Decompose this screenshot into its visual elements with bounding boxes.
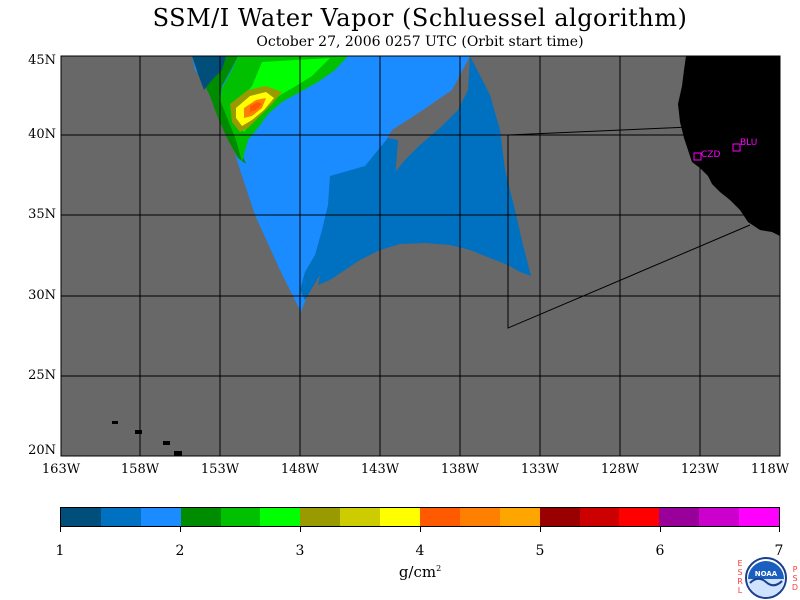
lat-label: 20N (28, 443, 56, 458)
lat-label: 45N (28, 53, 56, 68)
colorbar-swatch (699, 508, 740, 526)
swath-east-dark (318, 56, 531, 285)
lon-label: 148W (280, 462, 320, 477)
logo-letter: D (791, 583, 799, 592)
map-background (61, 56, 780, 456)
units-exponent: 2 (436, 564, 442, 573)
colorbar-label: 6 (655, 543, 665, 559)
station-czd: CZD (693, 150, 720, 161)
colorbar-tick (779, 526, 780, 532)
colorbar-swatch (739, 508, 780, 526)
colorbar-label: 2 (175, 543, 185, 559)
moisture-core-darkorange (250, 102, 262, 112)
lon-label: 143W (360, 462, 400, 477)
map-frame (60, 55, 781, 457)
lon-label: 123W (680, 462, 720, 477)
colorbar-tick (660, 526, 661, 532)
logo-letter: R (737, 577, 743, 586)
colorbar-label: 5 (535, 543, 545, 559)
graticule (61, 56, 780, 456)
station-marker (732, 143, 741, 152)
island-maui (163, 441, 170, 445)
lat-label: 30N (28, 288, 56, 303)
island-oahu (135, 430, 142, 434)
region-outline-top (507, 126, 691, 136)
colorbar-swatch (100, 508, 141, 526)
island-hawaii (174, 451, 182, 456)
lon-label: 158W (120, 462, 160, 477)
lon-label: 128W (600, 462, 640, 477)
map-title: SSM/I Water Vapor (Schluessel algorithm) (152, 4, 688, 32)
colorbar-tick (540, 526, 541, 532)
region-outline (507, 135, 751, 329)
station-blu: BLU (732, 138, 757, 152)
colorbar-label: 3 (295, 543, 305, 559)
station-label: CZD (701, 150, 720, 160)
swath-west-dark (300, 138, 398, 300)
colorbar-swatch (659, 508, 700, 526)
map-subtitle: October 27, 2006 0257 UTC (Orbit start t… (256, 34, 584, 50)
colorbar-swatch (220, 508, 261, 526)
colorbar-label: 4 (415, 543, 425, 559)
lon-label: 153W (200, 462, 240, 477)
colorbar-tick (420, 526, 421, 532)
colorbar-units: g/cm2 (380, 563, 460, 581)
colorbar-tick (60, 526, 61, 532)
colorbar-swatch (180, 508, 221, 526)
station-marker (693, 152, 702, 161)
colorbar-label: 7 (774, 543, 784, 559)
colorbar-swatch (420, 508, 460, 526)
water-vapor-map: CZD BLU (60, 55, 781, 457)
lat-label: 40N (28, 127, 56, 142)
logo-letter: S (792, 574, 798, 583)
colorbar (60, 507, 780, 527)
moisture-band-green (220, 56, 348, 162)
land-mass (678, 56, 780, 236)
noaa-logo: NOAA (745, 557, 787, 599)
colorbar-swatch (380, 508, 421, 526)
island-kauai (112, 421, 118, 424)
colorbar-swatch (300, 508, 341, 526)
colorbar-tick (180, 526, 181, 532)
colorbar-swatch (61, 508, 101, 526)
lon-label: 133W (520, 462, 560, 477)
colorbar-swatch (619, 508, 660, 526)
colorbar-swatch (260, 508, 301, 526)
logo-letter: S (737, 568, 743, 577)
logo-letter: E (737, 559, 743, 568)
lon-label: 163W (41, 462, 81, 477)
units-base: g/cm (398, 563, 437, 581)
swath-fringe-dark (192, 56, 226, 90)
lat-label: 35N (28, 207, 56, 222)
colorbar-swatch (539, 508, 580, 526)
colorbar-swatch (499, 508, 540, 526)
colorbar-swatch (579, 508, 620, 526)
colorbar-swatch (140, 508, 181, 526)
colorbar-swatch (459, 508, 500, 526)
logo-letter: L (737, 586, 743, 595)
colorbar-tick (300, 526, 301, 532)
lat-label: 25N (28, 368, 56, 383)
svg-text:NOAA: NOAA (755, 570, 778, 578)
lon-label: 118W (750, 462, 790, 477)
colorbar-label: 1 (55, 543, 65, 559)
colorbar-swatch (340, 508, 381, 526)
station-label: BLU (740, 138, 757, 148)
logo-letter: P (792, 565, 798, 574)
lon-label: 138W (440, 462, 480, 477)
moisture-band-brightgreen (236, 58, 330, 132)
